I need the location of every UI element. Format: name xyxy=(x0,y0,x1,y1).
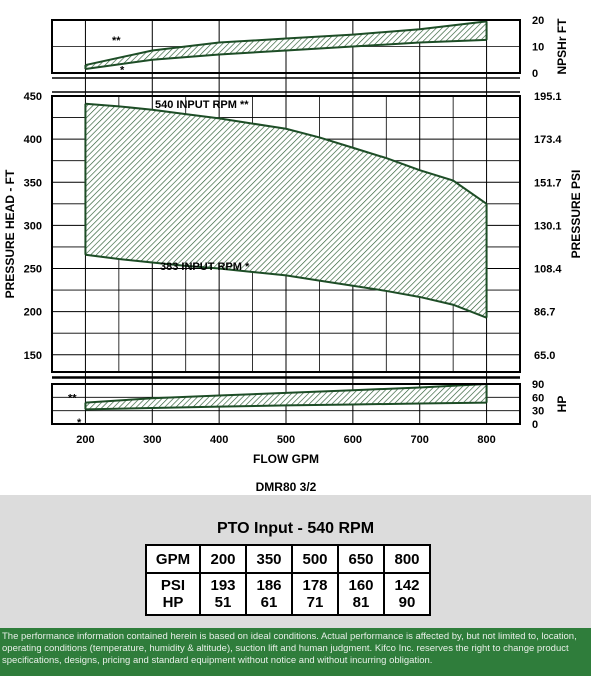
x-tick-label: 600 xyxy=(344,434,362,446)
pressure-band-area xyxy=(85,103,487,318)
table-title: PTO Input - 540 RPM xyxy=(216,520,375,537)
header-gpm: GPM xyxy=(145,544,201,574)
hp-tick-label: 90 xyxy=(532,379,544,391)
series-label-383: 383 INPUT RPM * xyxy=(160,261,250,273)
psi-tick-label: 130.1 xyxy=(534,220,562,232)
y-axis-label-left: PRESSURE HEAD - FT xyxy=(3,169,17,298)
npsh-band-area xyxy=(85,21,487,70)
hp-value: 61 xyxy=(260,594,278,611)
header-800: 800 xyxy=(383,544,431,574)
x-axis-label: FLOW GPM xyxy=(253,452,319,466)
pressure-lower-curve xyxy=(85,253,487,319)
psi-tick-label: 108.4 xyxy=(534,264,562,276)
npsh-marker-double: ** xyxy=(112,35,121,47)
hp-axis-label: HP xyxy=(555,396,569,413)
hp-marker-double: ** xyxy=(68,392,77,404)
chart-title: DMR80 3/2 xyxy=(256,480,317,494)
header-350: 350 xyxy=(245,544,293,574)
psi-value: 186 xyxy=(256,577,282,594)
footer xyxy=(0,628,591,676)
psi-value: 178 xyxy=(302,577,328,594)
table-header-row: GPM 200 350 500 650 800 xyxy=(145,544,431,574)
psi-tick-label: 151.7 xyxy=(534,177,562,189)
pressure-frame xyxy=(51,95,521,373)
npsh-tick-label: 20 xyxy=(532,15,544,27)
table-cell: 142 90 xyxy=(383,572,431,616)
psi-tick-label: 195.1 xyxy=(534,91,562,103)
hp-value: 90 xyxy=(398,594,416,611)
pto-table: GPM 200 350 500 650 800 PSI HP 193 51 186… xyxy=(145,544,431,616)
header-650: 650 xyxy=(337,544,385,574)
psi-value: 160 xyxy=(348,577,374,594)
header-500: 500 xyxy=(291,544,339,574)
psi-tick-label: 173.4 xyxy=(534,134,562,146)
ft-tick-label: 250 xyxy=(24,264,42,276)
psi-tick-label: 65.0 xyxy=(534,350,555,362)
pressure-upper-curve xyxy=(85,102,488,205)
npsh-axis-label: NPSHr FT xyxy=(555,18,569,75)
x-tick-label: 700 xyxy=(411,434,429,446)
row-label-hp: HP xyxy=(162,594,184,611)
x-tick-label: 300 xyxy=(143,434,161,446)
hp-value: 51 xyxy=(214,594,232,611)
hp-marker-single: * xyxy=(77,417,82,429)
ft-tick-label: 400 xyxy=(24,134,42,146)
npsh-marker-single: * xyxy=(120,64,125,76)
header-200: 200 xyxy=(199,544,247,574)
hp-frame xyxy=(51,383,521,425)
psi-value: 193 xyxy=(210,577,236,594)
npsh-tick-label: 0 xyxy=(532,68,538,80)
x-tick-label: 800 xyxy=(477,434,495,446)
ft-tick-label: 200 xyxy=(24,307,42,319)
x-tick-label: 200 xyxy=(76,434,94,446)
npsh-frame xyxy=(51,19,521,74)
series-label-540: 540 INPUT RPM ** xyxy=(155,99,249,111)
npsh-lower-curve xyxy=(85,38,487,71)
npsh-upper-curve xyxy=(85,20,487,67)
hp-tick-label: 30 xyxy=(532,406,544,418)
hp-value: 81 xyxy=(352,594,370,611)
ft-tick-label: 450 xyxy=(24,91,42,103)
table-cell: 178 71 xyxy=(291,572,339,616)
hp-value: 71 xyxy=(306,594,324,611)
hp-tick-label: 60 xyxy=(532,392,544,404)
npsh-tick-label: 10 xyxy=(532,42,544,54)
row-label-cell: PSI HP xyxy=(145,572,201,616)
row-label-psi: PSI xyxy=(160,577,186,594)
ft-tick-label: 150 xyxy=(24,350,42,362)
performance-chart: 15020025030035040045065.086.7108.4130.11… xyxy=(3,15,583,494)
ft-tick-label: 300 xyxy=(24,220,42,232)
hp-tick-label: 0 xyxy=(532,419,538,431)
table-cell: 186 61 xyxy=(245,572,293,616)
psi-tick-label: 86.7 xyxy=(534,307,555,319)
table-data-row: PSI HP 193 51 186 61 178 71 160 81 142 90 xyxy=(145,572,431,616)
ft-tick-label: 350 xyxy=(24,177,42,189)
hp-lower-curve xyxy=(85,401,487,411)
x-tick-label: 500 xyxy=(277,434,295,446)
x-tick-label: 400 xyxy=(210,434,228,446)
y-axis-label-right: PRESSURE PSI xyxy=(569,170,583,259)
table-cell: 160 81 xyxy=(337,572,385,616)
table-cell: 193 51 xyxy=(199,572,247,616)
disclaimer-text: The performance information contained he… xyxy=(2,631,577,666)
hp-upper-curve xyxy=(85,383,487,404)
psi-value: 142 xyxy=(394,577,420,594)
chart-panel: 150 200 250 300 350 400 450 65.0 86.7 108.4 130.1 1… xyxy=(0,0,591,495)
